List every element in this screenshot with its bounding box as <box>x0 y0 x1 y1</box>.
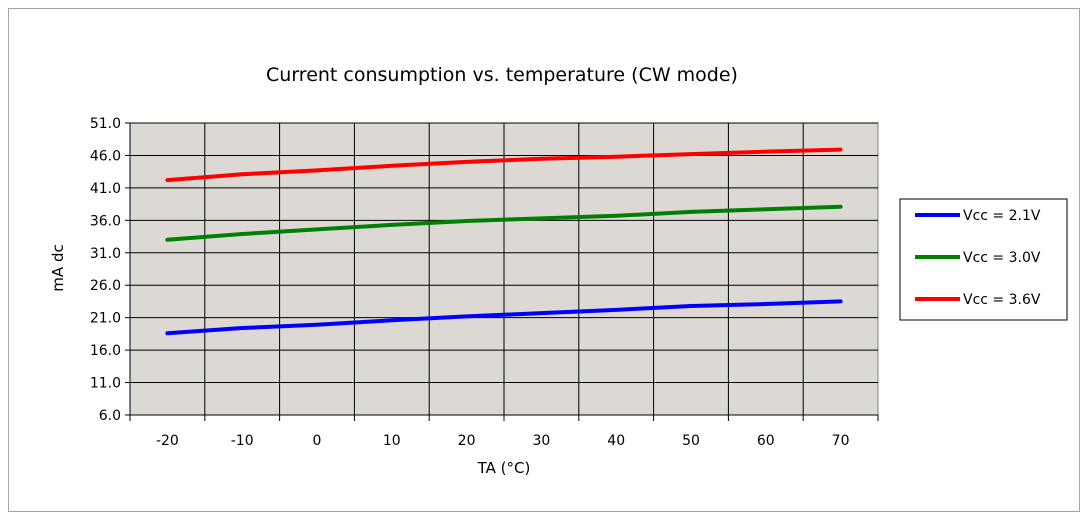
y-tick-label: 11.0 <box>90 376 121 392</box>
x-tick-label: 30 <box>532 433 550 449</box>
x-tick-label: 0 <box>313 433 322 449</box>
y-tick-label: 16.0 <box>90 343 121 359</box>
legend-label: Vcc = 2.1V <box>963 208 1041 224</box>
y-tick-label: 46.0 <box>90 148 121 164</box>
x-tick-label: 60 <box>757 433 775 449</box>
y-tick-label: 26.0 <box>90 278 121 294</box>
legend: Vcc = 2.1V Vcc = 3.0V Vcc = 3.6V <box>899 198 1068 321</box>
x-tick-labels: -20 -10 0 10 20 30 40 50 60 70 <box>156 433 850 449</box>
legend-label: Vcc = 3.6V <box>963 292 1041 308</box>
x-axis-label: TA (°C) <box>477 459 531 477</box>
series-line-2 <box>165 204 843 242</box>
x-tick-label: -10 <box>231 433 254 449</box>
x-tick-label: 40 <box>607 433 625 449</box>
y-tick-labels: 6.0 11.0 16.0 21.0 26.0 31.0 36.0 41.0 46.0 51.0 <box>90 116 121 424</box>
series-lines <box>165 147 843 336</box>
chart-title: Current consumption vs. temperature (CW … <box>266 64 738 86</box>
series-line-1 <box>165 299 843 336</box>
legend-label: Vcc = 3.0V <box>963 250 1041 266</box>
axes <box>125 122 879 421</box>
y-tick-label: 36.0 <box>90 213 121 229</box>
series-line-3 <box>165 147 843 183</box>
x-tick-label: 50 <box>682 433 700 449</box>
x-tick-label: 10 <box>383 433 401 449</box>
y-tick-label: 41.0 <box>90 181 121 197</box>
y-tick-label: 31.0 <box>90 246 121 262</box>
y-axis-label: mA dc <box>49 244 67 291</box>
x-tick-label: 70 <box>832 433 850 449</box>
y-tick-label: 51.0 <box>90 116 121 132</box>
x-tick-label: 20 <box>458 433 476 449</box>
y-tick-label: 21.0 <box>90 311 121 327</box>
grid-lines <box>130 122 878 415</box>
y-tick-label: 6.0 <box>99 408 121 424</box>
x-tick-label: -20 <box>156 433 179 449</box>
